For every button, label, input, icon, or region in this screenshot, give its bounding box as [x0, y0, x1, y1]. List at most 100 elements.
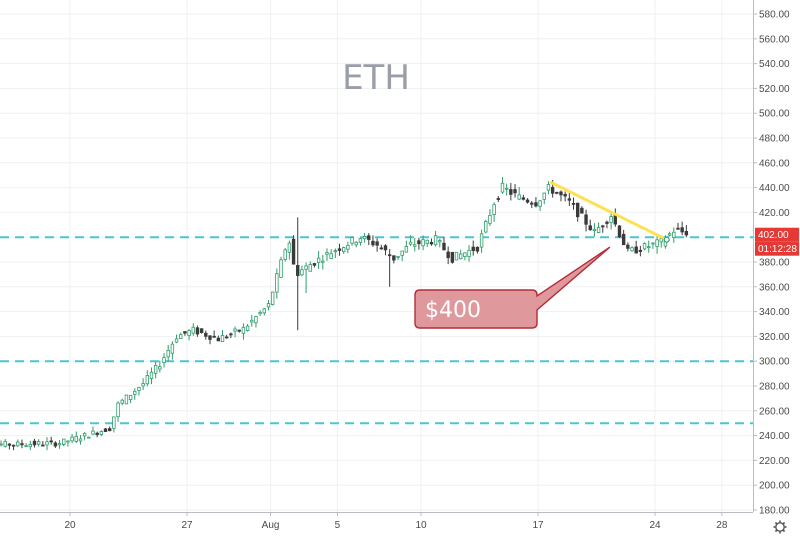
- candles: [0, 177, 689, 451]
- time-axis[interactable]: 20 27 Aug 5 10 17 24 28: [0, 512, 753, 531]
- candle-body: [195, 327, 200, 335]
- candle-body: [379, 247, 384, 250]
- candle-body: [354, 241, 358, 246]
- candle-body: [258, 312, 262, 315]
- countdown-badge[interactable]: [755, 241, 799, 256]
- candle-body: [417, 240, 421, 245]
- callout-box[interactable]: [414, 246, 611, 329]
- candle-body: [362, 235, 367, 240]
- candle-body: [87, 436, 91, 439]
- x-tick-label: 5: [335, 520, 341, 531]
- trendline-handle[interactable]: [663, 236, 670, 243]
- candle-body: [475, 246, 480, 252]
- candle-body: [191, 326, 195, 334]
- candle-body: [0, 443, 3, 446]
- countdown-label: 01:12:28: [758, 244, 797, 255]
- candle-body: [245, 325, 250, 332]
- last-price-label: 402.00: [758, 230, 789, 241]
- candle-body: [28, 444, 33, 448]
- y-tick-label: 340.00: [759, 307, 790, 318]
- candle-body: [458, 253, 463, 260]
- candle-body: [291, 238, 296, 265]
- candle-body: [170, 343, 175, 354]
- candle-body: [266, 303, 271, 308]
- trendline[interactable]: [549, 181, 670, 243]
- candle-body: [358, 238, 363, 243]
- last-price-badge[interactable]: [755, 227, 799, 242]
- candle-body: [312, 263, 317, 266]
- candle-body: [651, 242, 655, 245]
- candle-body: [212, 335, 216, 338]
- candle-body: [287, 242, 292, 253]
- x-tick-label: 28: [716, 520, 728, 531]
- candle-body: [617, 225, 622, 238]
- candle-body: [183, 331, 187, 334]
- candle-body: [45, 441, 49, 446]
- candle-body: [429, 241, 434, 245]
- candle-body: [145, 375, 150, 385]
- candle-body: [250, 319, 254, 323]
- x-tick-label: Aug: [262, 520, 280, 531]
- candle-body: [103, 428, 108, 433]
- candle-body: [279, 259, 283, 278]
- candle-body: [296, 265, 300, 276]
- candle-body: [262, 308, 267, 314]
- candle-body: [208, 335, 212, 340]
- y-tick-label: 320.00: [759, 332, 790, 343]
- candle-body: [82, 432, 87, 437]
- candle-body: [575, 202, 580, 218]
- candle-body: [329, 253, 333, 259]
- candle-body: [99, 431, 104, 435]
- candle-body: [300, 269, 304, 276]
- candle-body: [408, 241, 413, 245]
- settings-gear-icon[interactable]: [773, 520, 787, 534]
- x-tick-label: 24: [649, 520, 661, 531]
- y-tick-label: 220.00: [759, 456, 790, 467]
- y-tick-label: 300.00: [759, 357, 790, 368]
- candle-body: [237, 329, 241, 332]
- price-axis[interactable]: 180.00 200.00 220.00 240.00 260.00 280.00 300.…: [753, 0, 800, 536]
- y-tick-label: 200.00: [759, 481, 790, 492]
- price-callout[interactable]: $400: [414, 246, 611, 329]
- candle-body: [513, 189, 517, 194]
- candle-body: [684, 231, 689, 236]
- y-tick-label: 380.00: [759, 258, 790, 269]
- trendline-line[interactable]: [549, 181, 669, 242]
- y-tick-label: 460.00: [759, 158, 790, 169]
- x-tick-label: 27: [181, 520, 193, 531]
- candle-body: [672, 231, 676, 238]
- candle-body: [609, 216, 613, 223]
- candle-body: [367, 235, 371, 240]
- candle-body: [187, 330, 191, 337]
- candle-body: [404, 245, 409, 253]
- price-axis-background: [753, 0, 800, 536]
- candle-body: [546, 184, 551, 191]
- candle-body: [571, 202, 576, 205]
- candle-body: [676, 227, 680, 230]
- candle-body: [74, 435, 78, 442]
- candle-body: [153, 364, 158, 374]
- candle-body: [179, 334, 183, 339]
- candle-body: [375, 241, 379, 246]
- candle-body: [530, 202, 534, 205]
- candle-body: [20, 443, 24, 446]
- y-tick-label: 520.00: [759, 84, 790, 95]
- candle-body: [655, 239, 659, 247]
- candle-body: [333, 250, 338, 253]
- candle-body: [116, 402, 120, 418]
- candle-body: [534, 202, 538, 207]
- candle-body: [463, 252, 467, 257]
- candle-body: [66, 440, 70, 443]
- candle-body: [492, 204, 496, 216]
- candle-body: [275, 273, 279, 293]
- candle-body: [325, 252, 329, 255]
- candle-body: [484, 221, 488, 233]
- chart-title: ETH: [342, 58, 410, 98]
- candle-body: [137, 387, 141, 391]
- candle-body: [199, 328, 204, 333]
- candle-body: [371, 240, 375, 246]
- candle-body: [53, 442, 58, 447]
- candle-body: [596, 227, 601, 233]
- candle-body: [350, 237, 354, 244]
